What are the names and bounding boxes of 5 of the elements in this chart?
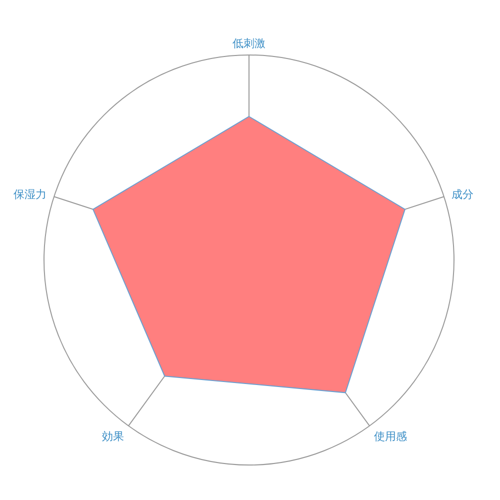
- spoke-label: 低刺激: [232, 37, 266, 50]
- spoke-label: 効果: [102, 430, 124, 444]
- spoke-label: 成分: [452, 188, 474, 202]
- spoke-label: 使用感: [374, 430, 408, 444]
- spoke-label: 保湿力: [13, 188, 46, 202]
